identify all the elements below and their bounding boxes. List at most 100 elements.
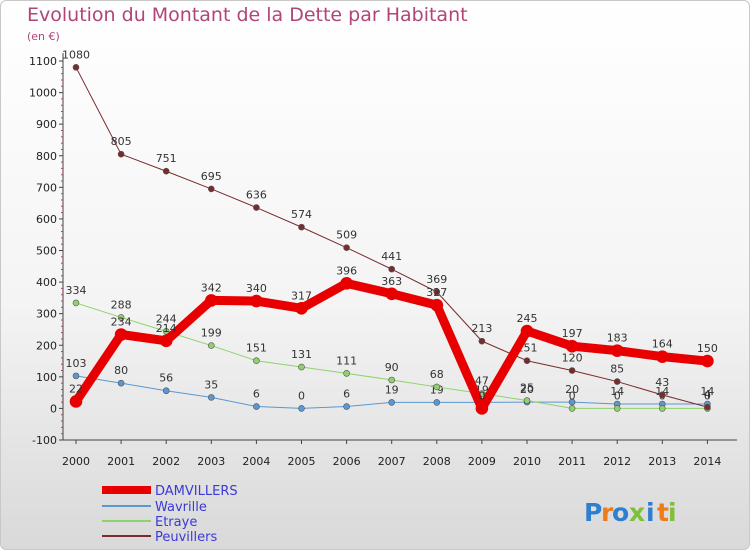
legend-label: Etraye <box>155 515 197 530</box>
data-label: 14 <box>610 385 624 398</box>
data-point <box>658 405 666 412</box>
data-label: 751 <box>156 152 177 165</box>
data-point <box>430 298 444 312</box>
y-tick-label: 700 <box>36 181 57 194</box>
data-point <box>655 350 669 363</box>
data-point <box>72 64 80 71</box>
data-label: 4 <box>704 388 711 401</box>
data-point <box>205 294 218 307</box>
data-label: 131 <box>291 348 312 361</box>
logo-letter: o <box>612 498 629 527</box>
y-tick-label: 200 <box>36 339 57 352</box>
data-label: 14 <box>655 385 669 398</box>
data-label: 90 <box>385 361 399 374</box>
data-point <box>114 328 128 341</box>
y-tick-label: 300 <box>36 308 57 321</box>
data-point <box>117 314 125 321</box>
data-point <box>340 277 353 290</box>
data-point <box>478 337 486 345</box>
logo-letter: t <box>657 498 669 527</box>
x-tick-label: 2001 <box>107 455 135 468</box>
data-point <box>701 354 714 368</box>
data-label: 363 <box>381 275 402 288</box>
data-point <box>208 342 215 349</box>
data-label: 340 <box>246 282 267 295</box>
data-label: 199 <box>201 327 222 340</box>
data-label: 35 <box>204 378 218 391</box>
data-label: 164 <box>652 338 673 351</box>
data-label: 120 <box>562 352 583 365</box>
data-label: 574 <box>291 208 312 221</box>
data-point <box>610 344 624 357</box>
logo-letter: r <box>601 498 614 527</box>
y-tick-label: 400 <box>36 276 57 289</box>
logo-letter: i <box>646 498 655 527</box>
data-label: 317 <box>291 289 312 302</box>
data-point <box>433 399 441 406</box>
data-label: 0 <box>298 389 305 402</box>
data-point <box>298 223 305 231</box>
x-tick-label: 2014 <box>693 455 721 468</box>
y-tick-label: 900 <box>36 118 57 131</box>
y-tick-label: 0 <box>50 402 57 415</box>
x-tick-label: 2004 <box>242 455 270 468</box>
data-label: 0 <box>704 389 711 402</box>
data-label: 20 <box>520 383 534 396</box>
data-label: 19 <box>385 383 399 396</box>
data-point <box>69 395 83 408</box>
data-point <box>72 372 80 380</box>
legend-label: Peuvillers <box>155 530 217 545</box>
x-tick-label: 2009 <box>468 455 496 468</box>
data-label: 369 <box>426 273 447 286</box>
logo-letter: i <box>668 498 677 527</box>
chart-unit: (en €) <box>27 30 60 43</box>
data-point <box>475 402 489 415</box>
y-tick-label: 1100 <box>29 55 57 68</box>
data-point <box>162 387 170 395</box>
data-point <box>658 391 666 399</box>
y-tick-label: 800 <box>36 150 57 163</box>
data-point <box>565 339 579 353</box>
data-point <box>253 204 260 211</box>
data-label: 183 <box>607 332 628 345</box>
data-point <box>388 265 396 273</box>
data-label: 214 <box>156 322 177 335</box>
data-label: 111 <box>336 354 357 367</box>
logo-letter: P <box>584 498 602 527</box>
data-point <box>568 367 576 374</box>
series-damvillers: 22 234 214 342 340 317 396 363 327 0 245 197 183 164 1… <box>69 264 718 415</box>
data-label: 636 <box>246 189 267 202</box>
data-point <box>117 379 125 387</box>
data-point <box>298 363 305 371</box>
data-point <box>523 397 531 404</box>
data-point <box>568 405 576 412</box>
data-point <box>523 357 531 365</box>
y-tick-label: 500 <box>36 245 57 258</box>
data-point <box>295 301 308 315</box>
data-label: 1080 <box>62 48 90 61</box>
data-point <box>433 383 441 391</box>
x-tick-label: 2011 <box>558 455 586 468</box>
data-label: 20 <box>565 383 579 396</box>
data-label: 103 <box>66 357 87 370</box>
x-tick-label: 2008 <box>423 455 451 468</box>
data-point <box>568 398 576 406</box>
data-label: 80 <box>114 364 128 377</box>
data-label: 151 <box>246 342 267 355</box>
data-label: 47 <box>475 375 489 388</box>
data-label: 0 <box>569 389 576 402</box>
data-point <box>388 376 396 384</box>
x-tick-label: 2013 <box>648 455 676 468</box>
logo-letter: x <box>629 498 645 527</box>
data-label: 25 <box>520 382 534 395</box>
data-point <box>343 244 350 251</box>
data-label: 334 <box>66 284 87 297</box>
data-point <box>385 287 399 301</box>
data-label: 197 <box>562 327 583 340</box>
data-label: 288 <box>111 298 132 311</box>
data-point <box>162 167 170 175</box>
data-label: 68 <box>430 368 444 381</box>
y-tick-label: -100 <box>32 434 57 447</box>
y-tick-label: 600 <box>36 213 57 226</box>
data-label: 0 <box>614 389 621 402</box>
